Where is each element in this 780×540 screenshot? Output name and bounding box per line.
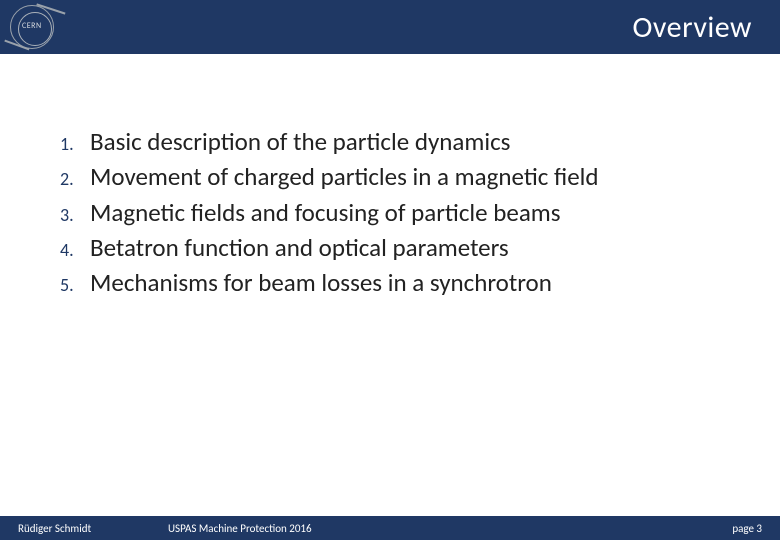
item-number: 1. xyxy=(60,133,90,155)
list-item: 1. Basic description of the particle dyn… xyxy=(60,126,744,157)
item-text: Magnetic fields and focusing of particle… xyxy=(90,197,561,228)
item-number: 4. xyxy=(60,239,90,261)
list-item: 5. Mechanisms for beam losses in a synch… xyxy=(60,267,744,298)
footer-bar: Rüdiger Schmidt USPAS Machine Protection… xyxy=(0,516,780,540)
footer-conference: USPAS Machine Protection 2016 xyxy=(168,522,682,535)
item-text: Basic description of the particle dynami… xyxy=(90,126,510,157)
slide-title: Overview xyxy=(633,9,752,46)
item-number: 2. xyxy=(60,168,90,190)
footer-page-number: page 3 xyxy=(682,522,762,535)
item-number: 5. xyxy=(60,274,90,296)
cern-logo: CERN xyxy=(6,2,62,52)
item-number: 3. xyxy=(60,204,90,226)
item-text: Movement of charged particles in a magne… xyxy=(90,161,599,192)
slide: CERN Overview 1. Basic description of th… xyxy=(0,0,780,540)
list-item: 2. Movement of charged particles in a ma… xyxy=(60,161,744,192)
header-bar: CERN Overview xyxy=(0,0,780,54)
slide-body: 1. Basic description of the particle dyn… xyxy=(0,54,780,516)
footer-author: Rüdiger Schmidt xyxy=(18,522,168,535)
logo-text: CERN xyxy=(22,21,42,31)
list-item: 3. Magnetic fields and focusing of parti… xyxy=(60,197,744,228)
list-item: 4. Betatron function and optical paramet… xyxy=(60,232,744,263)
item-text: Betatron function and optical parameters xyxy=(90,232,509,263)
item-text: Mechanisms for beam losses in a synchrot… xyxy=(90,267,552,298)
outline-list: 1. Basic description of the particle dyn… xyxy=(60,126,744,298)
